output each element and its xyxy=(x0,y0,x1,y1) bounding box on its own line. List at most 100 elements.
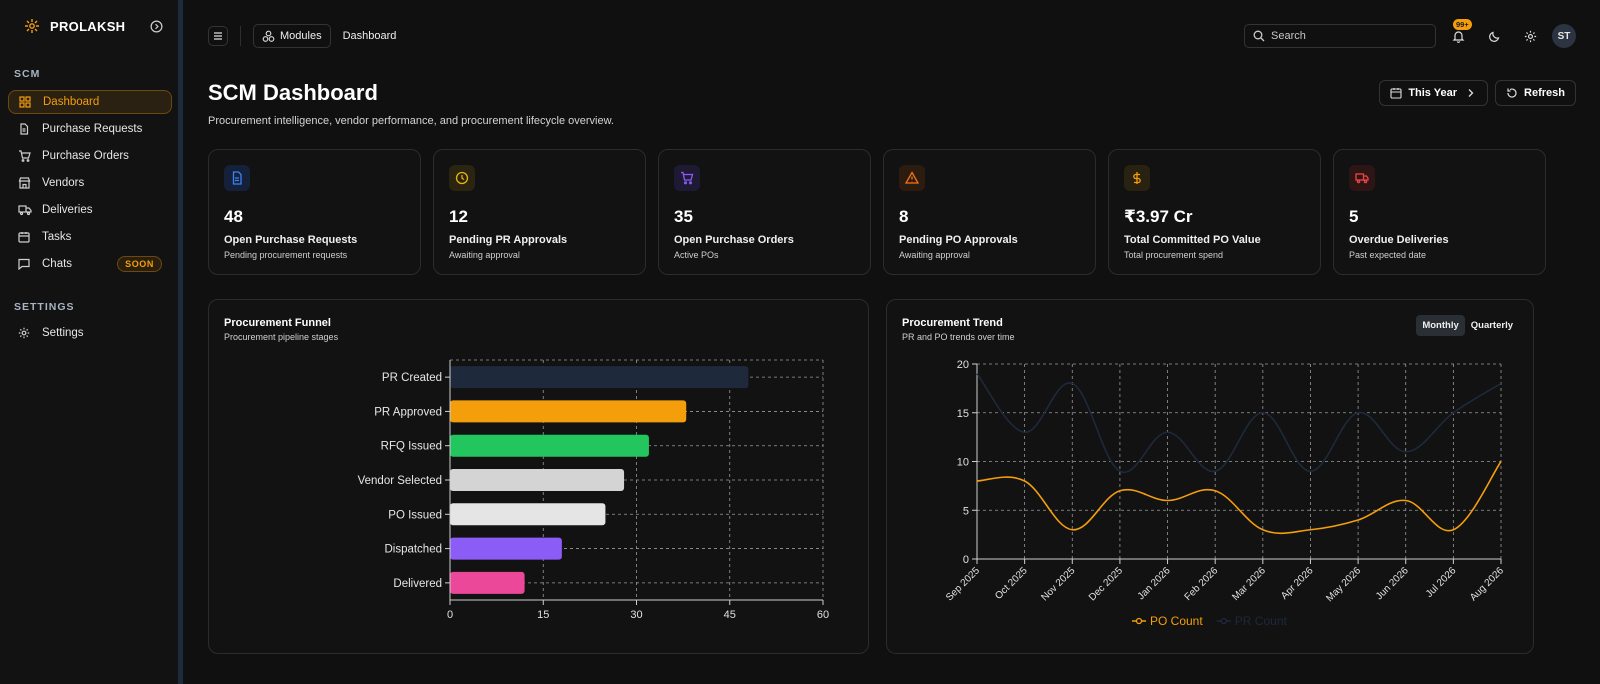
x-tick-label: 0 xyxy=(447,609,453,621)
sidebar: PROLAKSH SCM Dashboard Purchase Requests… xyxy=(0,0,183,684)
divider xyxy=(240,26,241,46)
x-tick-label: Dec 2025 xyxy=(1087,565,1125,603)
category-label: Delivered xyxy=(393,578,442,590)
x-tick-label: 60 xyxy=(817,609,829,621)
tab-quarterly[interactable]: Quarterly xyxy=(1470,320,1513,331)
x-tick-label: Jan 2026 xyxy=(1136,565,1173,602)
header-actions: This Year Refresh xyxy=(1379,80,1576,106)
search-box[interactable] xyxy=(1244,24,1436,48)
cart-icon xyxy=(674,165,700,191)
category-label: RFQ Issued xyxy=(381,441,442,453)
sidebar-item-dashboard[interactable]: Dashboard xyxy=(8,90,172,114)
truck-icon xyxy=(18,203,32,217)
kpi-card-open-pos[interactable]: 35 Open Purchase Orders Active POs xyxy=(658,149,871,275)
chat-icon xyxy=(18,257,32,271)
modules-icon xyxy=(262,30,275,43)
sidebar-item-purchase-orders[interactable]: Purchase Orders xyxy=(8,144,172,168)
sidebar-item-label: Purchase Requests xyxy=(42,123,143,135)
kpi-subtext: Past expected date xyxy=(1349,250,1427,260)
notifications-button[interactable]: 99+ xyxy=(1450,19,1472,44)
x-tick-label: 30 xyxy=(630,609,642,621)
sidebar-item-label: Chats xyxy=(42,258,73,270)
sidebar-item-deliveries[interactable]: Deliveries xyxy=(8,198,172,222)
modules-button[interactable]: Modules xyxy=(253,24,331,48)
settings-button[interactable] xyxy=(1522,28,1538,44)
refresh-button[interactable]: Refresh xyxy=(1495,80,1576,106)
x-tick-label: May 2026 xyxy=(1324,565,1363,604)
page-subtitle: Procurement intelligence, vendor perform… xyxy=(208,115,614,127)
gear-icon xyxy=(1524,30,1536,42)
topbar: Modules Dashboard 99+ ST xyxy=(183,0,1600,72)
legend-marker xyxy=(1135,617,1143,625)
sidebar-item-vendors[interactable]: Vendors xyxy=(8,171,172,195)
funnel-title: Procurement Funnel xyxy=(224,317,331,329)
x-tick-label: Sep 2025 xyxy=(944,565,982,603)
tab-monthly[interactable]: Monthly xyxy=(1416,315,1465,336)
kpi-subtext: Pending procurement requests xyxy=(224,250,348,260)
truck-icon xyxy=(1349,165,1375,191)
kpi-label: Total Committed PO Value xyxy=(1124,234,1261,246)
bell-icon xyxy=(1452,30,1464,43)
breadcrumb[interactable]: Dashboard xyxy=(342,30,397,42)
bar xyxy=(450,469,625,491)
kpi-value: ₹3.97 Cr xyxy=(1124,207,1193,226)
page-title: SCM Dashboard xyxy=(208,80,378,105)
cart-icon xyxy=(18,149,32,163)
sidebar-item-purchase-requests[interactable]: Purchase Requests xyxy=(8,117,172,141)
search-icon xyxy=(1253,30,1265,42)
kpi-label: Pending PR Approvals xyxy=(449,234,568,246)
chevron-right-icon xyxy=(1467,88,1477,98)
series-line xyxy=(976,373,1502,474)
kpi-card-pending-pr-approvals[interactable]: 12 Pending PR Approvals Awaiting approva… xyxy=(433,149,646,275)
menu-toggle-button[interactable] xyxy=(208,26,228,46)
y-tick-label: 20 xyxy=(957,359,969,371)
kpi-card-pending-po-approvals[interactable]: 8 Pending PO Approvals Awaiting approval xyxy=(883,149,1096,275)
series-line xyxy=(976,461,1502,535)
brand-name: PROLAKSH xyxy=(50,18,126,34)
category-label: Vendor Selected xyxy=(358,475,442,487)
calendar-icon xyxy=(1390,87,1402,99)
grid-icon xyxy=(19,95,33,109)
y-tick-label: 15 xyxy=(957,408,969,420)
page-header: SCM Dashboard Procurement intelligence, … xyxy=(208,80,614,127)
category-label: PR Created xyxy=(382,372,442,384)
x-tick-label: Jul 2026 xyxy=(1424,565,1459,600)
search-input[interactable] xyxy=(1271,30,1421,42)
logo-icon xyxy=(24,18,40,34)
sidebar-item-settings[interactable]: Settings xyxy=(8,321,172,345)
collapse-sidebar-icon[interactable] xyxy=(150,19,164,33)
x-tick-label: Oct 2025 xyxy=(993,565,1030,602)
procurement-trend-panel: Procurement Trend PR and PO trends over … xyxy=(886,299,1534,654)
kpi-card-open-prs[interactable]: 48 Open Purchase Requests Pending procur… xyxy=(208,149,421,275)
category-label: PO Issued xyxy=(388,509,442,521)
document-icon xyxy=(224,165,250,191)
kpi-value: 8 xyxy=(899,207,909,226)
x-tick-label: 45 xyxy=(724,609,736,621)
avatar[interactable]: ST xyxy=(1552,24,1576,48)
bar xyxy=(450,571,525,594)
sidebar-item-tasks[interactable]: Tasks xyxy=(8,225,172,249)
x-tick-label: Jun 2026 xyxy=(1374,565,1411,602)
x-tick-label: Mar 2026 xyxy=(1230,565,1268,603)
x-tick-label: 15 xyxy=(537,609,549,621)
kpi-card-total-committed-po-value[interactable]: ₹3.97 Cr Total Committed PO Value Total … xyxy=(1108,149,1321,275)
kpi-value: 48 xyxy=(224,207,243,226)
x-tick-label: Feb 2026 xyxy=(1183,565,1221,603)
legend-label: PR Count xyxy=(1235,614,1288,628)
bar xyxy=(450,434,649,457)
x-tick-label: Aug 2026 xyxy=(1468,565,1506,603)
section-label-scm: SCM xyxy=(14,68,41,80)
gear-icon xyxy=(18,326,32,340)
notification-count-badge: 99+ xyxy=(1453,19,1472,30)
sidebar-item-label: Tasks xyxy=(42,231,72,243)
kpi-label: Open Purchase Requests xyxy=(224,234,358,246)
y-tick-label: 5 xyxy=(963,505,969,517)
sidebar-item-chats[interactable]: Chats SOON xyxy=(8,252,172,276)
theme-toggle-button[interactable] xyxy=(1486,28,1502,44)
procurement-funnel-panel: Procurement Funnel Procurement pipeline … xyxy=(208,299,869,654)
date-range-button[interactable]: This Year xyxy=(1379,80,1489,106)
trend-subtitle: PR and PO trends over time xyxy=(902,332,1015,342)
soon-badge: SOON xyxy=(117,256,162,272)
sidebar-item-label: Dashboard xyxy=(43,96,100,108)
kpi-card-overdue-deliveries[interactable]: 5 Overdue Deliveries Past expected date xyxy=(1333,149,1546,275)
